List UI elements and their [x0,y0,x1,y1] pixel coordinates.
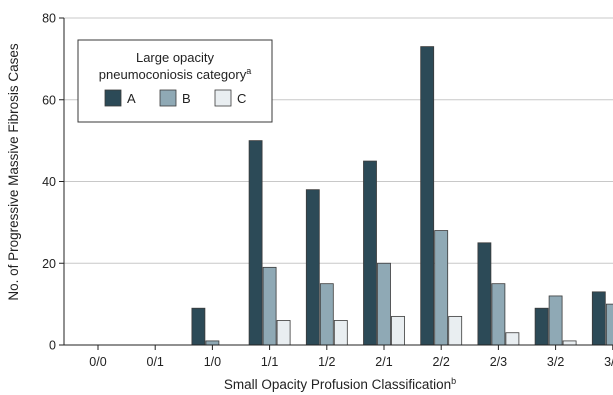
y-axis-title: No. of Progressive Massive Fibrosis Case… [6,43,21,301]
bar-C-2/2 [448,315,463,346]
bar-A-3/2 [534,307,549,346]
x-axis-title-text: Small Opacity Profusion Classification [224,377,451,392]
bar-B-3/3 [605,303,613,346]
bars [191,46,613,346]
bar-B-1/0 [205,340,220,346]
bar-B-2/3 [491,283,506,346]
legend: Large opacity pneumoconiosis categorya A… [77,39,273,123]
x-axis-title: Small Opacity Profusion Classificationb [224,376,456,392]
x-tick-label: 1/0 [204,355,221,369]
x-tick-label: 2/2 [433,355,450,369]
y-tick-label: 0 [49,339,56,353]
x-tick-label: 2/3 [490,355,507,369]
bar-B-1/1 [262,266,277,346]
y-tick-label: 80 [42,12,56,26]
bar-A-2/3 [477,242,492,346]
bar-A-3/3 [591,291,606,346]
bar-C-3/2 [562,340,577,346]
bar-A-1/0 [191,307,206,346]
legend-label-A: A [127,91,136,106]
x-axis: 0/0 0/1 1/0 1/1 1/2 2/1 2/2 2/3 3/2 3/3 [64,344,613,369]
legend-title-line2: pneumoconiosis categorya [99,66,251,82]
legend-swatch-B [159,89,177,107]
x-tick-label: 3/2 [547,355,564,369]
legend-label-C: C [237,91,246,106]
y-tick-label: 60 [42,93,56,107]
legend-title-line1: Large opacity [136,50,215,65]
y-tick-label: 40 [42,175,56,189]
x-tick-label: 3/3 [604,355,613,369]
bar-C-1/1 [276,320,291,346]
bar-B-2/2 [434,230,449,346]
y-axis: 0 20 40 60 80 [42,12,65,353]
bar-C-2/3 [505,332,520,346]
bar-C-2/1 [391,315,405,346]
bar-A-2/2 [420,46,435,346]
bar-A-2/1 [363,160,377,346]
y-tick-label: 20 [42,257,56,271]
bar-B-2/1 [377,262,391,346]
bar-B-3/2 [548,295,563,346]
x-tick-label: 0/1 [147,355,164,369]
bar-A-1/2 [305,189,320,346]
x-tick-label: 1/2 [318,355,335,369]
legend-title-line2-text: pneumoconiosis category [99,67,247,82]
legend-items: A B C [104,89,246,107]
bar-C-1/2 [333,320,348,346]
bar-A-1/1 [248,140,263,346]
x-tick-label: 0/0 [89,355,106,369]
legend-swatch-C [214,89,232,107]
legend-title-superscript: a [246,66,251,76]
bar-B-1/2 [319,283,334,346]
legend-swatch-A [104,89,122,107]
legend-box [77,39,273,123]
legend-label-B: B [182,91,191,106]
x-tick-label: 1/1 [261,355,278,369]
x-axis-title-superscript: b [451,376,456,386]
x-tick-label: 2/1 [375,355,392,369]
